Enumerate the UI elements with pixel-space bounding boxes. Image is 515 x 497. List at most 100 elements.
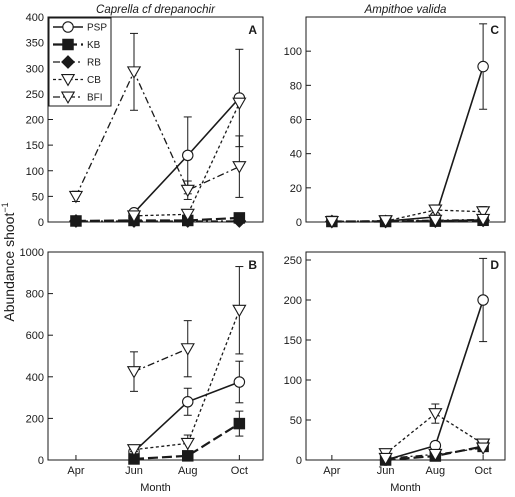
data-point-bfi-aug (428, 214, 443, 228)
data-point-rb-apr (69, 214, 83, 228)
x-tick-label-jun: Jun (125, 465, 143, 477)
data-point-bfi-apr (68, 190, 84, 204)
data-point-bfi-aug (180, 184, 195, 198)
data-point-cb-aug (180, 437, 195, 451)
data-point-bfi-jun (126, 66, 142, 79)
series-line-bfi (331, 218, 484, 223)
y-tick-label: 100 (284, 375, 302, 387)
legend-marker-bfi (60, 91, 76, 104)
series-psp (379, 257, 489, 466)
y-tick-label: 0 (38, 217, 44, 229)
data-point-cb-aug (428, 408, 443, 421)
x-tick-label-apr: Apr (323, 465, 340, 477)
data-point-rb-oct (232, 214, 247, 228)
legend-label-psp: PSP (87, 23, 107, 34)
y-tick-label: 400 (26, 372, 44, 384)
x-axis-title: Month (140, 482, 171, 494)
y-tick-label: 0 (38, 455, 44, 467)
y-tick-label: 300 (26, 63, 44, 75)
data-point-bfi-oct (475, 442, 491, 455)
y-tick-label: 0 (296, 455, 302, 467)
panel-title: Ampithoe valida (364, 4, 447, 16)
y-axis-title-text: Abundance shoot (1, 213, 17, 322)
legend-marker-psp (62, 21, 74, 33)
series-psp (379, 23, 489, 227)
y-tick-label: 80 (290, 80, 302, 92)
series-line-psp (385, 66, 484, 222)
panel-letter: A (248, 23, 257, 37)
series-line-kb (75, 216, 240, 223)
data-point-psp-oct (477, 294, 489, 306)
data-point-cb-aug (180, 208, 195, 222)
series-bfi (378, 442, 491, 466)
data-point-bfi-jun (378, 215, 393, 228)
y-tick-label: 200 (284, 295, 302, 307)
x-tick-label-jun: Jun (377, 465, 395, 477)
y-tick-label: 150 (284, 335, 302, 347)
data-point-bfi-jun (378, 452, 393, 466)
data-point-psp-oct (477, 60, 489, 73)
series-bfi (126, 320, 195, 392)
data-point-cb-aug (428, 204, 443, 218)
series-line-bfi (75, 70, 240, 197)
legend-marker-kb (62, 38, 74, 51)
panel-title: Caprella cf drepanochir (96, 4, 216, 16)
series-bfi (68, 32, 247, 204)
panel-a: 0 50 100 150 200 250 300 350 400 Caprella cf drep… (26, 4, 264, 229)
panel-letter: B (248, 258, 257, 272)
panel-letter: C (490, 23, 499, 37)
data-point-bfi-jun (126, 366, 142, 379)
x-tick-label-aug: Aug (426, 465, 446, 477)
y-tick-label: 40 (290, 149, 302, 161)
data-point-bfi-aug (428, 448, 443, 462)
y-tick-label: 50 (32, 191, 44, 203)
data-point-cb-jun (126, 210, 142, 223)
series-cb (126, 266, 247, 457)
legend-marker-cb (60, 73, 76, 87)
y-tick-label: 200 (26, 413, 44, 425)
data-point-bfi-oct (475, 213, 491, 227)
legend-label-kb: KB (87, 40, 101, 51)
legend-marker-rb (61, 55, 75, 69)
x-tick-label-aug: Aug (178, 465, 198, 477)
series-bfi (324, 213, 491, 229)
y-tick-label: 250 (26, 89, 44, 101)
panel-frame (47, 251, 264, 461)
data-point-psp-aug (182, 396, 194, 408)
legend: PSP KB RB CB BFI (48, 17, 112, 107)
y-axis-title: Abundance shoot−1 (0, 202, 17, 321)
y-axis-title-exponent: −1 (0, 202, 10, 212)
y-tick-label: 60 (290, 115, 302, 127)
panel-frame (305, 251, 506, 461)
x-axis-title: Month (390, 482, 421, 494)
y-tick-label: 200 (26, 115, 44, 127)
data-point-kb-oct (233, 417, 246, 430)
x-tick-label-apr: Apr (67, 465, 84, 477)
legend-label-bfi: BFI (87, 93, 103, 104)
y-tick-label: 350 (26, 38, 44, 50)
series-line-cb (133, 102, 240, 217)
legend-label-cb: CB (87, 75, 101, 86)
series-line-cb (385, 412, 484, 455)
data-point-cb-oct (475, 206, 491, 219)
data-point-bfi-oct (232, 161, 247, 174)
y-tick-label: 150 (26, 140, 44, 152)
y-tick-label: 100 (284, 46, 302, 58)
y-tick-label: 600 (26, 330, 44, 342)
y-tick-label: 250 (284, 255, 302, 267)
series-kb (128, 410, 246, 465)
panel-d: 0 50 100 150 200 250 Apr Jun Aug Oct Month D (284, 251, 506, 494)
data-point-bfi-aug (180, 343, 195, 356)
data-point-bfi-apr (324, 215, 340, 229)
panel-frame (305, 16, 506, 223)
series-line-bfi (133, 348, 189, 373)
series-line-cb (133, 310, 240, 451)
data-point-psp-aug (182, 149, 194, 162)
panel-b: 0 200 400 600 800 1000 Apr Jun Aug Oct Month B (20, 247, 264, 494)
series-cb (126, 97, 247, 223)
y-tick-label: 800 (26, 289, 44, 301)
y-tick-label: 0 (296, 217, 302, 229)
data-point-cb-oct (232, 97, 247, 111)
data-point-cb-oct (232, 304, 247, 318)
